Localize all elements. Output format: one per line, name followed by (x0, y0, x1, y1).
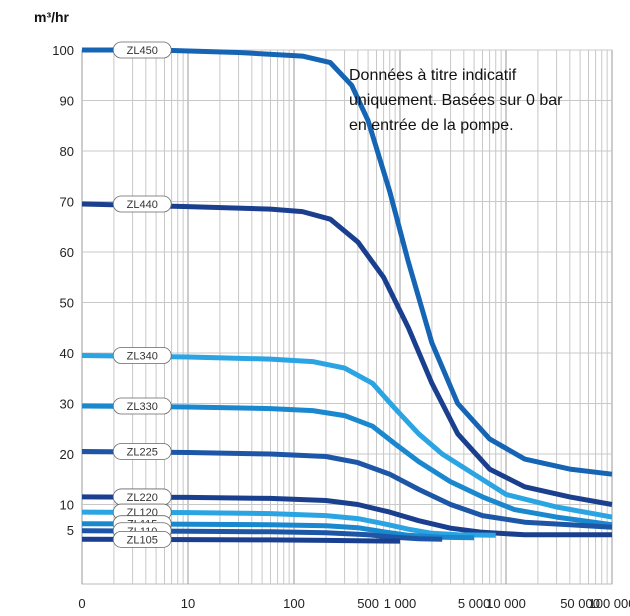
series-label-pill (112, 397, 172, 415)
annotation-note: Données à titre indicatif uniquement. Bas… (349, 67, 563, 134)
series-label-zl105: ZL105 (112, 530, 172, 548)
series-label-zl450: ZL450 (112, 41, 172, 59)
series-label-zl225: ZL225 (112, 443, 172, 460)
x-tick-label: 100 000 (589, 596, 630, 611)
y-tick-label: 5 (67, 523, 74, 538)
x-tick-label: 5 000 (458, 596, 491, 611)
series-label-text: ZL340 (127, 351, 158, 363)
y-tick-label: 60 (60, 245, 74, 260)
series-labels: ZL450ZL440ZL340ZL330ZL225ZL220ZL120ZL115… (112, 41, 172, 548)
series-label-pill (112, 195, 172, 213)
y-tick-label: 100 (52, 43, 74, 58)
x-tick-label: 0 (78, 596, 85, 611)
y-tick-label: 10 (60, 498, 74, 513)
y-axis-ticks: 100 90 80 70 60 50 40 30 20 10 5 (52, 43, 74, 538)
y-tick-label: 70 (60, 195, 74, 210)
note-line: en entrée de la pompe. (349, 117, 514, 134)
y-tick-label: 80 (60, 144, 74, 159)
x-tick-label: 100 (283, 596, 305, 611)
series-label-text: ZL220 (127, 492, 158, 504)
y-axis-label: m³/hr (34, 9, 70, 25)
y-tick-label: 90 (60, 94, 74, 109)
x-tick-label: 1 000 (384, 596, 417, 611)
series-label-zl340: ZL340 (112, 347, 172, 364)
note-line: Données à titre indicatif (349, 67, 517, 84)
series-line-zl450 (82, 47, 613, 477)
series-label-pill (112, 443, 172, 460)
x-tick-label: 500 (357, 596, 379, 611)
series-line-zl330 (81, 403, 613, 528)
series-label-zl440: ZL440 (112, 195, 172, 213)
curves (81, 47, 613, 544)
series-label-pill (112, 41, 172, 59)
series-label-text: ZL225 (127, 446, 158, 458)
series-label-text: ZL105 (127, 534, 158, 546)
series-label-pill (112, 530, 172, 548)
series-line-zl110 (81, 528, 443, 542)
y-tick-label: 50 (60, 296, 74, 311)
x-tick-label: 10 000 (486, 596, 526, 611)
x-tick-label: 50 000 (560, 596, 600, 611)
series-line-zl225 (81, 449, 613, 530)
series-line-zl340 (81, 353, 613, 520)
series-label-text: ZL450 (127, 45, 158, 57)
series-label-zl330: ZL330 (112, 397, 172, 415)
y-tick-label: 40 (60, 346, 74, 361)
y-tick-label: 20 (60, 447, 74, 462)
series-label-text: ZL440 (127, 199, 158, 211)
series-label-pill (112, 347, 172, 364)
series-line-zl120 (81, 509, 496, 538)
x-tick-label: 10 (181, 596, 195, 611)
series-label-text: ZL330 (127, 401, 158, 413)
series-label-zl220: ZL220 (112, 488, 172, 506)
note-line: uniquement. Basées sur 0 bar (349, 92, 563, 109)
y-tick-label: 30 (60, 397, 74, 412)
series-line-zl220 (81, 494, 612, 538)
series-line-zl440 (81, 201, 613, 507)
